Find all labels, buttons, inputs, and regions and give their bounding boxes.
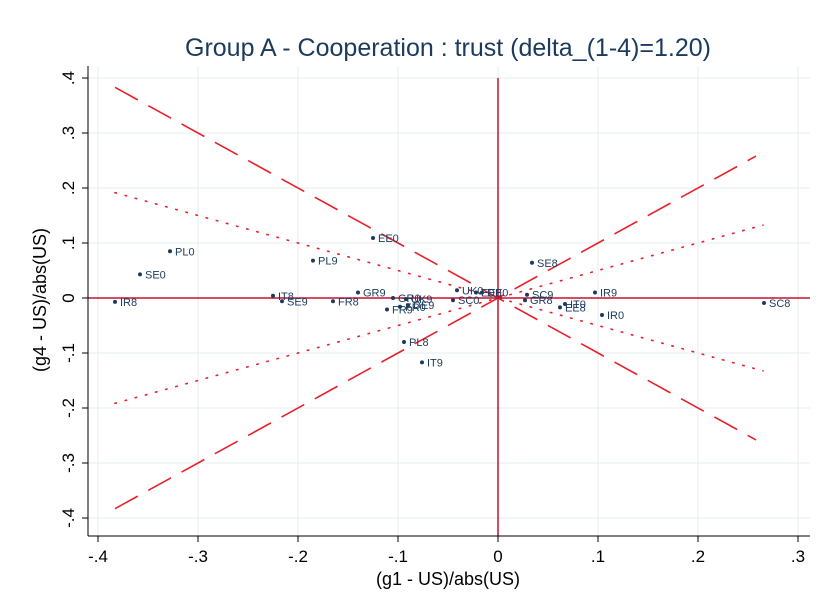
data-point	[420, 360, 424, 365]
point-label: EE8	[565, 302, 586, 314]
data-point	[271, 293, 275, 298]
point-label: DE9	[413, 300, 434, 312]
chart-title: Group A - Cooperation : trust (delta_(1-…	[185, 34, 711, 62]
point-label: SC9	[532, 290, 553, 302]
data-points: IR8SE0PL0IT8SE9PL9FR8GR9EE0FR9GR0UK9FR0P…	[113, 233, 790, 369]
data-point	[525, 292, 529, 297]
data-point	[558, 305, 562, 310]
data-point	[168, 249, 172, 254]
point-label: GR0	[398, 293, 421, 305]
dotted-reference-line	[114, 191, 764, 372]
point-label: FR8	[338, 296, 359, 308]
data-point	[480, 290, 484, 295]
x-tick-label: .1	[591, 547, 605, 566]
point-label: IR8	[120, 297, 137, 309]
data-point	[113, 299, 117, 304]
y-tick-label: .4	[59, 71, 78, 85]
x-tick-label: -.3	[188, 547, 208, 566]
y-tick-label: .2	[59, 181, 78, 195]
x-tick-label: .3	[791, 547, 805, 566]
data-point	[356, 290, 360, 295]
point-label: SE0	[145, 269, 166, 281]
data-point	[523, 298, 527, 303]
dotted-reference-line	[114, 224, 764, 405]
point-label: PL0	[175, 246, 195, 258]
point-label: FR9	[392, 305, 413, 317]
data-point	[391, 296, 395, 300]
point-label: IR0	[607, 310, 624, 322]
data-point	[385, 307, 389, 312]
y-tick-label: .3	[59, 126, 78, 140]
data-point	[402, 340, 406, 344]
data-point	[600, 313, 604, 318]
x-tick-label: -.4	[88, 547, 108, 566]
y-tick-label: -.3	[59, 453, 78, 473]
point-label: IT9	[427, 357, 443, 369]
data-point	[311, 258, 315, 263]
y-tick-label: -.2	[59, 398, 78, 418]
data-point	[593, 290, 597, 295]
data-point	[280, 299, 284, 304]
point-label: GR8	[530, 295, 553, 307]
x-tick-label: 0	[493, 547, 502, 566]
data-point	[404, 297, 408, 302]
point-label: SE9	[287, 296, 308, 308]
data-point	[762, 300, 766, 305]
data-point	[406, 303, 410, 308]
dashed-reference-line	[114, 155, 757, 510]
point-label: UK9	[411, 294, 432, 306]
data-point	[563, 302, 567, 307]
point-label: EE0	[378, 233, 399, 245]
zero-cross-lines	[88, 78, 810, 536]
x-tick-label: -.1	[388, 547, 408, 566]
point-label: PL8	[409, 337, 429, 349]
data-point	[455, 288, 459, 293]
y-tick-label: -.1	[59, 343, 78, 363]
grid-lines	[88, 66, 810, 536]
point-label: SE8	[537, 258, 558, 270]
data-point	[331, 299, 335, 304]
point-label: IT0	[570, 299, 586, 311]
data-point	[138, 272, 142, 277]
y-tick-label: .1	[59, 236, 78, 250]
point-label: UK0	[462, 285, 483, 297]
data-point	[530, 260, 534, 265]
point-label: IR9	[600, 288, 617, 300]
point-label: SC0	[458, 295, 479, 307]
data-point	[474, 290, 478, 295]
y-tick-label: 0	[59, 293, 78, 302]
point-label: GR9	[363, 288, 386, 300]
x-tick-label: .2	[691, 547, 705, 566]
x-tick-label: -.2	[288, 547, 308, 566]
point-label: EE8	[481, 288, 502, 300]
axes: -.4 -.3 -.2 -.1 0 .1 .2 .3 -.4 -.3 -.2 -.1 0 .1 .2 .3 .4	[59, 66, 810, 566]
y-axis-label: (g4 - US)/abs(US)	[30, 228, 50, 372]
point-label: SC8	[769, 298, 790, 310]
data-point	[371, 236, 375, 241]
data-point	[451, 298, 455, 303]
point-label: PL9	[318, 256, 338, 268]
point-label: DE0	[487, 288, 508, 300]
dashed-reference-line	[114, 86, 757, 441]
x-axis-label: (g1 - US)/abs(US)	[376, 569, 520, 589]
reference-lines	[114, 86, 764, 510]
y-tick-label: -.4	[59, 508, 78, 528]
point-label: FR0	[405, 302, 426, 314]
data-point	[398, 304, 402, 309]
